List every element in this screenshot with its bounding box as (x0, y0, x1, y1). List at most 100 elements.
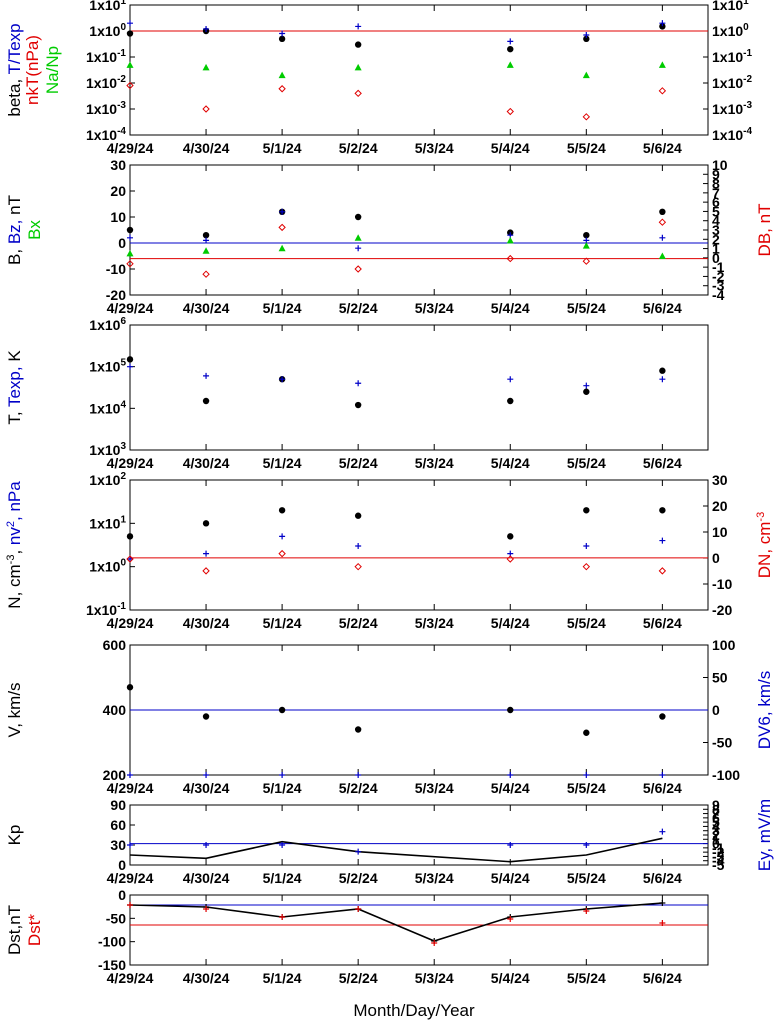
x-tick-label: 4/30/24 (183, 870, 230, 886)
series (127, 208, 666, 252)
y-tick-label: 1x104 (89, 399, 126, 416)
data-point (659, 376, 666, 383)
x-tick-label: 5/1/24 (263, 780, 302, 796)
x-tick-label: 5/3/24 (415, 455, 454, 471)
data-point (278, 71, 286, 79)
data-point (203, 372, 210, 379)
y2-tick-label: 2 (712, 827, 720, 843)
x-tick-label: 5/5/24 (567, 780, 606, 796)
x-tick-label: 4/29/24 (107, 970, 154, 986)
y2-tick-label: 3 (712, 823, 720, 839)
data-point (202, 567, 210, 575)
y2-tick-label: 0 (712, 702, 720, 718)
plot-frame (129, 894, 709, 966)
data-point (127, 556, 133, 563)
data-point (354, 726, 362, 733)
y-tick-label: 1x103 (89, 441, 126, 458)
x-tick-label: 4/29/24 (107, 615, 154, 631)
data-point (202, 247, 210, 254)
y-tick-label: 60 (110, 817, 126, 833)
x-tick-label: 5/2/24 (339, 970, 378, 986)
data-point (278, 35, 286, 43)
x-tick-label: 5/6/24 (643, 140, 682, 156)
data-point (126, 555, 134, 563)
data-point (202, 105, 210, 113)
x-tick-label: 5/3/24 (415, 300, 454, 316)
data-point (582, 242, 590, 249)
data-point (354, 512, 362, 519)
panel-density-pressure: 1x102 1x101 1x100 1x10-1 30 20 10 0 -10 -20 4/29/2… (5, 471, 774, 631)
data-point (127, 234, 133, 241)
data-point (203, 25, 210, 32)
y2-tick-label: -2 (712, 844, 725, 860)
x-tick-label: 5/2/24 (339, 455, 378, 471)
x-tick-label: 5/1/24 (263, 455, 302, 471)
data-point (126, 684, 134, 691)
x-tick-label: 5/2/24 (339, 780, 378, 796)
data-point (507, 38, 514, 45)
y-tick-label: -20 (106, 287, 126, 303)
x-tick-label: 5/5/24 (567, 140, 606, 156)
y2-tick-label: 1x100 (712, 22, 749, 39)
y-tick-label: 400 (103, 702, 127, 718)
x-tick-label: 5/6/24 (643, 615, 682, 631)
x-tick-label: 4/29/24 (107, 780, 154, 796)
plot-frame (129, 4, 709, 136)
series (127, 772, 666, 778)
x-tick-label: 5/2/24 (339, 140, 378, 156)
data-point (506, 236, 514, 244)
y-tick-label: 1x10-4 (86, 126, 126, 143)
data-point (583, 772, 590, 778)
x-tick-label: 5/6/24 (643, 870, 682, 886)
series (126, 61, 666, 79)
series (127, 533, 666, 563)
data-point (659, 23, 666, 30)
y2-tick-label: -4 (712, 287, 725, 303)
series-line (129, 902, 663, 942)
x-tick-label: 5/6/24 (643, 970, 682, 986)
data-point (506, 254, 514, 263)
x-tick-label: 5/6/24 (643, 780, 682, 796)
x-tick-label: 5/1/24 (263, 970, 302, 986)
y2-tick-label: 1x10-3 (712, 100, 752, 117)
data-point (202, 713, 210, 720)
data-point (583, 382, 590, 389)
data-point (431, 940, 438, 946)
data-point (659, 713, 666, 720)
y-axis-title: V, km/s (5, 682, 24, 737)
y2-axis-title: DB, nT (755, 204, 774, 257)
y2-tick-label: -4 (712, 853, 725, 869)
y2-tick-label: 20 (712, 498, 728, 514)
data-point (355, 906, 362, 912)
y-tick-label: 30 (110, 157, 126, 173)
y2-tick-label: 9 (712, 797, 720, 813)
series (126, 549, 667, 575)
data-point (202, 63, 210, 71)
y-tick-label: 1x101 (89, 514, 126, 531)
x-tick-label: 5/5/24 (567, 455, 606, 471)
data-point (658, 567, 667, 575)
y2-tick-label: 4 (712, 818, 720, 834)
x-tick-label: 4/30/24 (183, 615, 230, 631)
y2-tick-label: 5 (712, 203, 720, 219)
y2-tick-label: 1 (712, 831, 720, 847)
y2-tick-label: -50 (712, 735, 732, 751)
y-axis-title: N, cm-3, nv2, nPa (5, 481, 24, 609)
y-tick-label: 0 (118, 235, 126, 251)
data-point (507, 842, 514, 848)
y-axis-title-line2: Dst* (25, 914, 44, 947)
x-tick-label: 4/30/24 (183, 970, 230, 986)
y2-tick-label: 10 (712, 524, 728, 540)
y-tick-label: 1x100 (89, 22, 126, 39)
data-point (355, 848, 362, 855)
y-tick-label: -50 (106, 910, 126, 926)
y2-tick-label: 6 (712, 810, 720, 826)
series (126, 684, 666, 736)
data-point (126, 61, 134, 68)
x-tick-label: 5/4/24 (491, 300, 530, 316)
y2-tick-label: 1x101 (712, 0, 749, 13)
series (126, 356, 666, 409)
x-tick-label: 5/5/24 (567, 300, 606, 316)
x-tick-label: 5/4/24 (491, 455, 530, 471)
data-point (279, 772, 286, 778)
